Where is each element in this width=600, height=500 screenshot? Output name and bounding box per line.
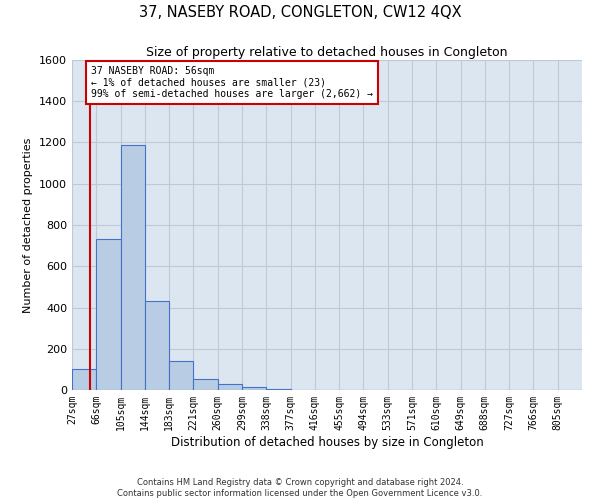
Bar bbox=[121, 144, 145, 390]
Text: Contains HM Land Registry data © Crown copyright and database right 2024.
Contai: Contains HM Land Registry data © Crown c… bbox=[118, 478, 482, 498]
Title: Size of property relative to detached houses in Congleton: Size of property relative to detached ho… bbox=[146, 46, 508, 59]
Bar bbox=[266, 389, 290, 390]
Bar bbox=[96, 240, 121, 390]
X-axis label: Distribution of detached houses by size in Congleton: Distribution of detached houses by size … bbox=[170, 436, 484, 448]
Bar bbox=[193, 378, 218, 390]
Bar bbox=[145, 302, 169, 390]
Bar bbox=[218, 384, 242, 390]
Text: 37 NASEBY ROAD: 56sqm
← 1% of detached houses are smaller (23)
99% of semi-detac: 37 NASEBY ROAD: 56sqm ← 1% of detached h… bbox=[91, 66, 373, 100]
Bar bbox=[242, 387, 266, 390]
Bar bbox=[169, 361, 193, 390]
Y-axis label: Number of detached properties: Number of detached properties bbox=[23, 138, 34, 312]
Bar bbox=[72, 370, 96, 390]
Text: 37, NASEBY ROAD, CONGLETON, CW12 4QX: 37, NASEBY ROAD, CONGLETON, CW12 4QX bbox=[139, 5, 461, 20]
